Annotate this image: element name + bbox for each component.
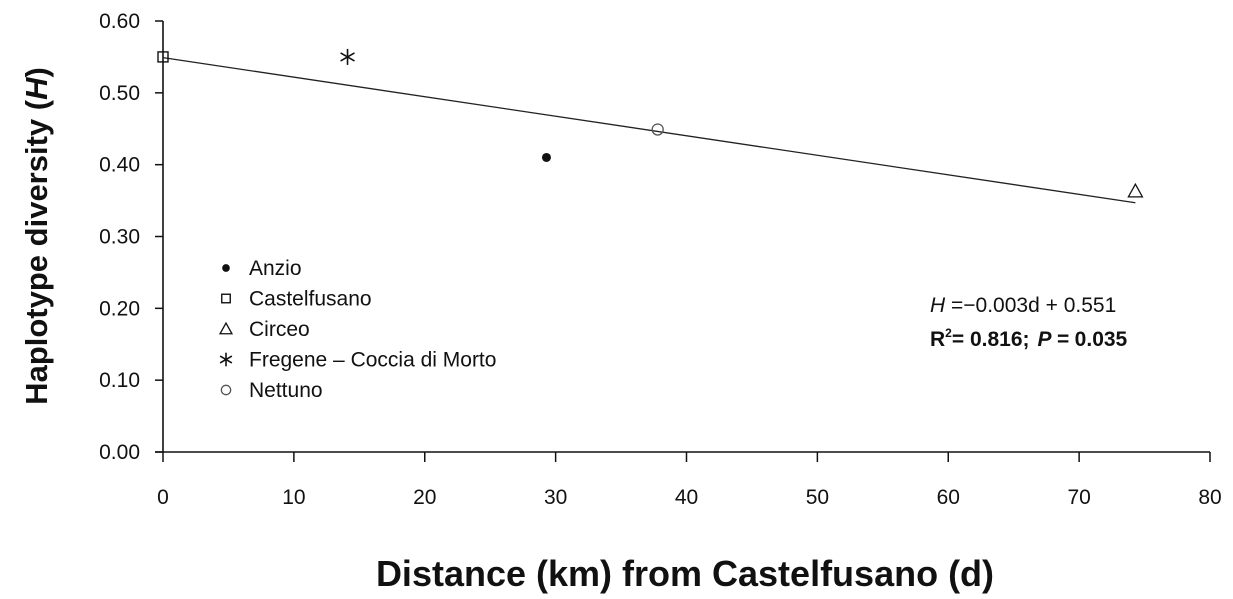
x-tick-label: 60 xyxy=(937,486,960,509)
y-tick-label: 0.10 xyxy=(99,369,140,392)
y-tick-label: 0.60 xyxy=(99,10,140,33)
data-points xyxy=(157,48,1144,198)
equation-annotation: H =−0.003d + 0.551 R2= 0.816; P = 0.035 xyxy=(930,294,1128,351)
x-tick-label: 40 xyxy=(675,486,698,509)
data-point-castelfusano xyxy=(157,51,169,63)
data-point-nettuno xyxy=(651,123,664,136)
legend-marker-anzio xyxy=(222,264,230,272)
x-tick-label: 30 xyxy=(544,486,567,509)
x-tick-label: 80 xyxy=(1198,486,1221,509)
data-point-circeo xyxy=(1127,182,1144,198)
legend-marker-castelfusano xyxy=(221,293,231,304)
data-point-fregene-coccia-di-morto xyxy=(340,48,355,65)
x-ticks: 0 10 20 30 40 50 60 70 80 xyxy=(157,452,1222,509)
y-tick-label: 0.20 xyxy=(99,297,140,320)
y-tick-label: 0.50 xyxy=(99,82,140,105)
y-tick-label: 0.00 xyxy=(99,441,140,464)
legend-label-circeo: Circeo xyxy=(249,318,310,341)
legend-label-fregene-coccia-di-morto: Fregene – Coccia di Morto xyxy=(249,349,496,372)
regression-line xyxy=(162,56,1136,204)
y-tick-label: 0.30 xyxy=(99,226,140,249)
x-axis-label: Distance (km) from Castelfusano (d) xyxy=(376,553,994,594)
legend-marker-nettuno xyxy=(220,384,232,396)
y-tick-label: 0.40 xyxy=(99,154,140,177)
x-tick-label: 50 xyxy=(806,486,829,509)
x-tick-label: 70 xyxy=(1067,486,1090,509)
equation-line: H =−0.003d + 0.551 xyxy=(930,294,1116,317)
legend-marker-circeo xyxy=(218,321,234,335)
x-tick-label: 20 xyxy=(413,486,436,509)
x-tick-label: 0 xyxy=(157,486,169,509)
legend-label-castelfusano: Castelfusano xyxy=(249,288,372,311)
legend-label-nettuno: Nettuno xyxy=(249,379,323,402)
data-point-anzio xyxy=(541,152,551,162)
x-tick-label: 10 xyxy=(282,486,305,509)
legend: Anzio Castelfusano Circeo Fregene – Coccia … xyxy=(218,257,496,402)
legend-label-anzio: Anzio xyxy=(249,257,302,280)
stats-line: R2= 0.816; P = 0.035 xyxy=(930,326,1128,351)
y-ticks: 0.00 0.10 0.20 0.30 0.40 0.50 0.60 xyxy=(99,10,163,464)
legend-marker-fregene-coccia-di-morto xyxy=(219,352,233,367)
y-axis-label: Haplotype diversity (H) xyxy=(19,67,54,405)
